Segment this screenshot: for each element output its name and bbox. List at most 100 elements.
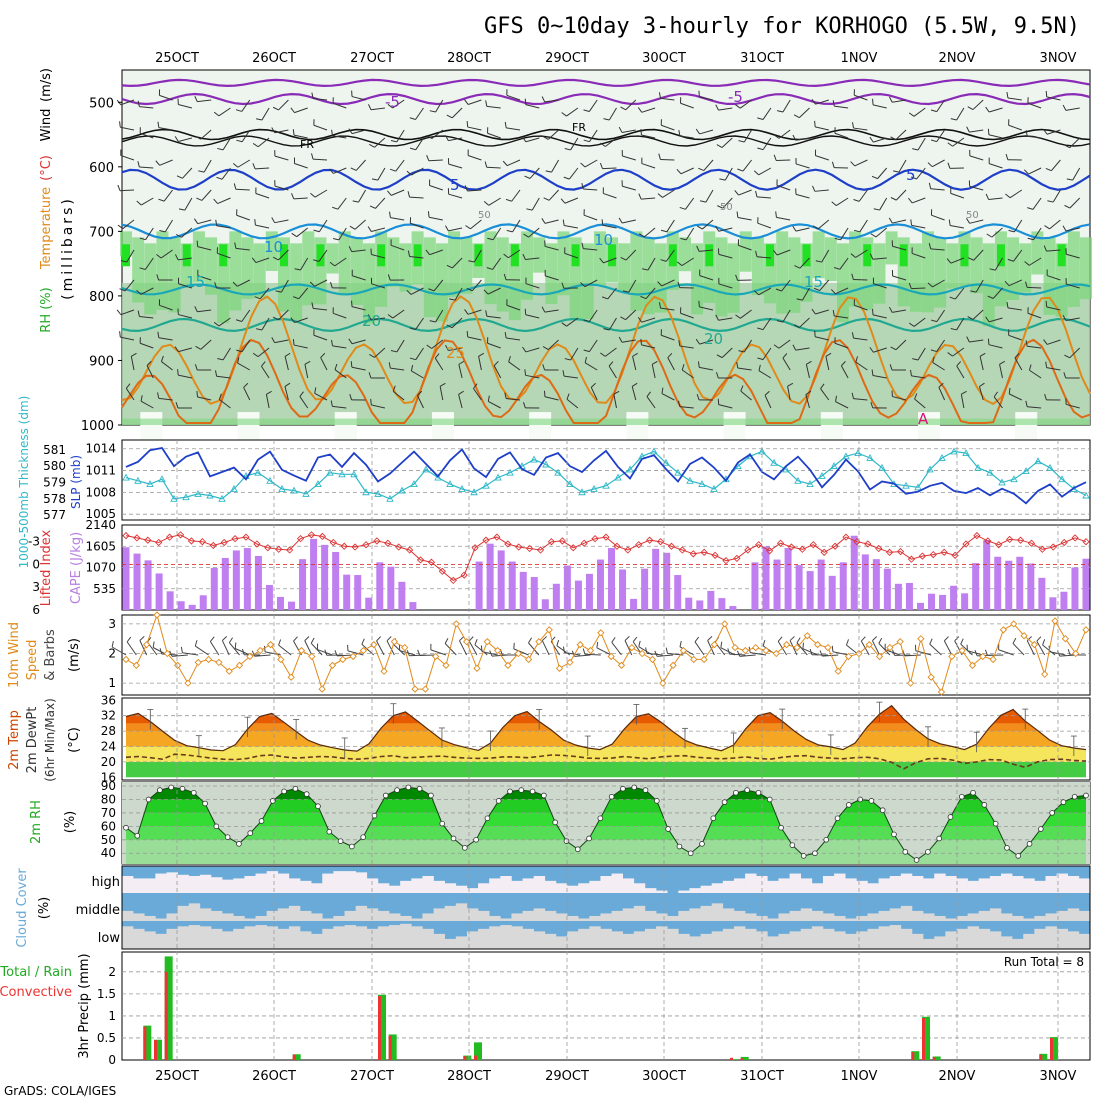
isotherm-label: 15 [186, 273, 205, 291]
wind-barb [978, 386, 984, 401]
wind-barb-flag [1012, 637, 1017, 644]
rh2m-grid [122, 785, 1090, 854]
wind-speed-line [125, 613, 1087, 694]
wind-barb [952, 137, 965, 147]
cloud-clear-segment [255, 873, 267, 893]
wind-barb [221, 640, 230, 656]
wind-speed-marker [143, 640, 151, 649]
wind-barb-flag [263, 645, 266, 652]
wind-barb [895, 339, 907, 351]
cloud-clear-segment [656, 890, 668, 893]
wind-barb [822, 654, 839, 657]
cloud-clear-segment [911, 933, 924, 949]
wind-speed-marker [132, 661, 140, 670]
wind-barb [355, 159, 366, 171]
wind-speed-marker [555, 664, 564, 672]
lifted-index-marker [569, 544, 577, 552]
wind-barb-flag [1062, 225, 1067, 232]
wind-barb-flag [590, 382, 596, 388]
wind-barb [762, 137, 772, 150]
wind-barb-flag [908, 112, 915, 117]
wind-speed-marker [576, 640, 584, 649]
precip-total-bar [922, 1016, 930, 1060]
wind-barb-flag [371, 178, 378, 181]
wind-barb-flag [600, 142, 606, 147]
thickness-marker [902, 481, 910, 489]
rh-marker [473, 837, 479, 843]
wind-barb-flag [580, 162, 586, 168]
wind-barb-flag [464, 99, 469, 105]
wind-barb [1049, 651, 1066, 656]
wind-barb [589, 129, 598, 142]
tick-label: 28 [101, 724, 116, 738]
precip-ticks: 00.511.52 [97, 965, 116, 1067]
rh-column [1007, 237, 1020, 300]
wind-speed-marker [1061, 635, 1069, 643]
wind-barb-flag [390, 139, 397, 143]
wind-barb-flag [218, 393, 222, 400]
wind-barb-flag [657, 193, 663, 198]
cloud-clear-segment [567, 915, 579, 921]
wind-barb-flag [910, 219, 913, 226]
wind-barb [641, 197, 656, 200]
thickness-marker [626, 465, 634, 473]
rh-column [290, 243, 303, 320]
wind-series [122, 611, 1090, 696]
wind-barb-flag [835, 395, 837, 402]
wind-barb-flag [541, 218, 546, 224]
slp-line [125, 447, 1087, 505]
wind-barb-flag [611, 637, 616, 643]
cross-section-pressure-title: (millibars) [60, 196, 76, 300]
wind-barb [718, 283, 733, 289]
rh-column [739, 231, 752, 272]
wind-barb [782, 309, 791, 323]
wind-speed-marker [989, 655, 997, 664]
wind-barb [222, 137, 231, 151]
cloud-clear-segment [834, 873, 846, 893]
wind-barb [795, 163, 810, 169]
rh-marker [800, 853, 807, 859]
wind-barb [332, 405, 347, 409]
wind-barb [228, 642, 240, 656]
rh-marker [620, 785, 626, 792]
cape-bar [751, 562, 759, 610]
wind-barb-flag [504, 392, 507, 399]
wind-barb-flag [950, 118, 957, 121]
rh-column [545, 243, 558, 304]
wind-barb-flag [736, 361, 739, 369]
wind-barb-flag [908, 282, 912, 289]
wind-axis-title: Speed [25, 640, 40, 681]
wind-barb [293, 134, 308, 139]
isotherm-line [121, 135, 1091, 147]
wind-barb-flag [757, 117, 764, 121]
wind-barb [390, 217, 405, 221]
wind-barb-flag [528, 637, 533, 644]
wind-barb-flag [812, 185, 816, 192]
wind-barb [182, 167, 193, 179]
wind-barb-flag [928, 242, 932, 250]
temp-axis-title: 2m DewPt [25, 707, 40, 774]
wind-barb-flag [434, 353, 440, 359]
bottom-date-label: 27OCT [350, 1069, 394, 1084]
rh-moist-core [413, 244, 422, 267]
wind-barb-flag [386, 636, 392, 642]
wind-barb [458, 394, 463, 409]
wind-barb-flag [235, 319, 242, 322]
wind-barb-flag [1045, 90, 1048, 97]
wind-barb [992, 287, 1003, 299]
wind-barb [313, 334, 328, 341]
rh-marker [394, 787, 400, 793]
rh-marker [360, 834, 366, 840]
wind-barb [525, 283, 540, 289]
cape-bar [773, 559, 781, 610]
rh-column [338, 231, 351, 295]
wind-barb [588, 99, 598, 112]
wind-barb-flag [632, 352, 638, 357]
wind-barb-flag [947, 142, 953, 147]
wind-barb [1014, 357, 1023, 371]
thickness-marker [446, 480, 454, 488]
lifted-index-marker [264, 544, 272, 552]
cloud-clear-segment [166, 913, 178, 921]
thickness-marker [1010, 475, 1018, 483]
cloud-clear-segment [500, 875, 512, 893]
